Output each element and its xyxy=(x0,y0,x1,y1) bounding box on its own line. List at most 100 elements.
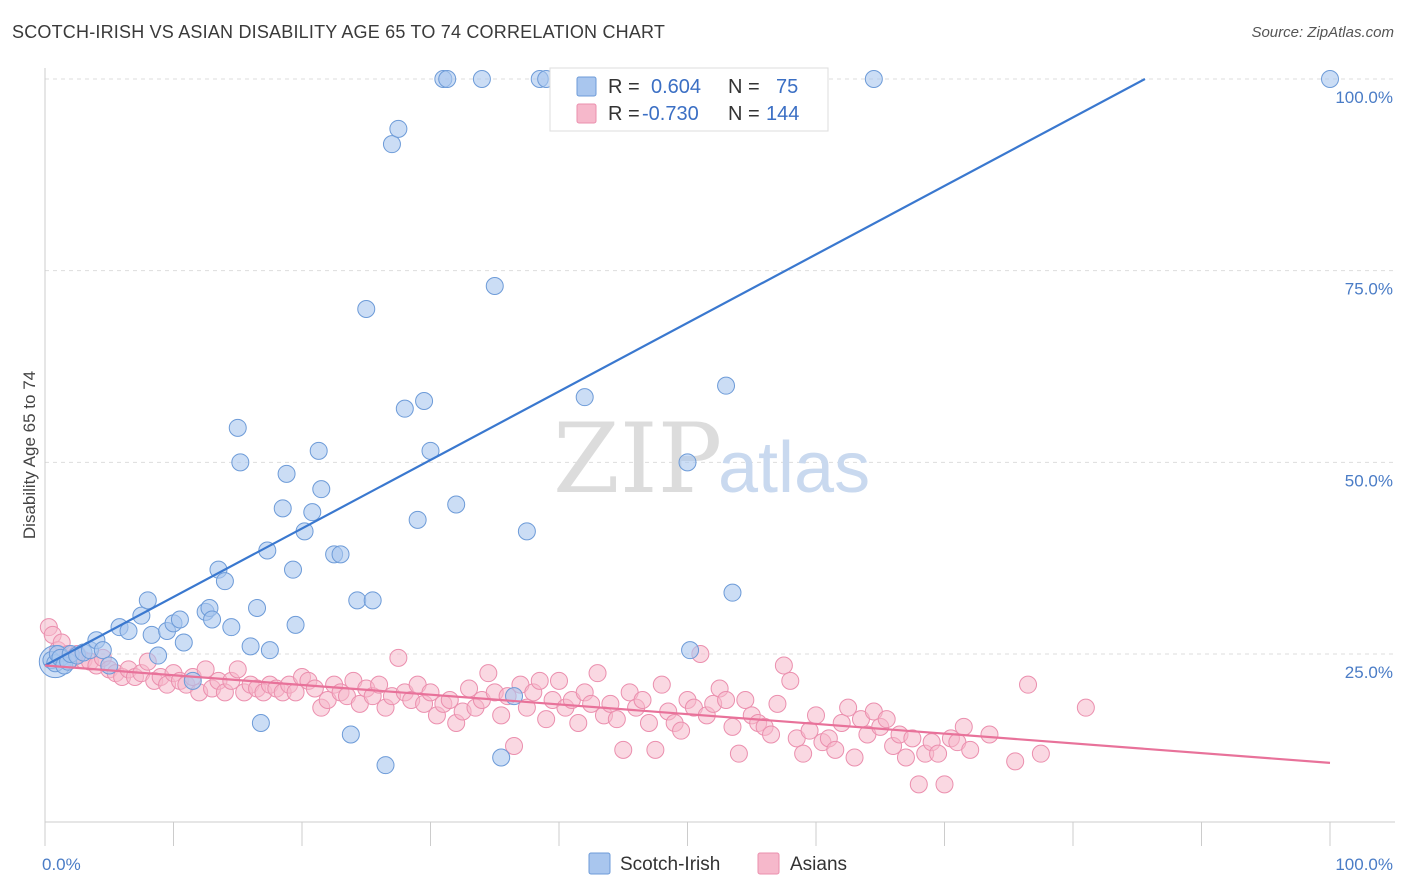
asians-point xyxy=(492,706,511,725)
scotch-irish-point xyxy=(363,591,382,610)
asians-point xyxy=(909,775,928,794)
asians-point xyxy=(781,671,800,690)
scotch-irish-point xyxy=(348,591,367,610)
legend-box: R = 0.604 N = 75 R = -0.730 N = 144 xyxy=(549,67,829,132)
scotch-irish-point xyxy=(222,618,241,637)
legend-n-value-2: 144 xyxy=(766,103,799,125)
asians-point xyxy=(961,740,980,759)
scotch-irish-point xyxy=(119,622,138,640)
scotch-irish-point xyxy=(415,392,434,410)
asians-point xyxy=(980,725,999,744)
bottom-legend: Scotch-Irish Asians xyxy=(588,852,847,875)
bottom-legend-swatch-asians xyxy=(757,852,780,875)
asians-point xyxy=(614,740,633,759)
asians-point xyxy=(479,664,498,683)
x-tick-label: 0.0% xyxy=(42,855,81,874)
scotch-irish-point xyxy=(93,641,112,660)
scotch-irish-point xyxy=(492,748,511,767)
asians-point xyxy=(421,683,440,702)
asians-point xyxy=(389,648,408,667)
legend-n-label-1: N = xyxy=(728,76,760,98)
scotch-irish-point xyxy=(174,633,193,652)
asians-point xyxy=(588,664,607,683)
bottom-legend-label-scotch-irish: Scotch-Irish xyxy=(620,854,720,875)
asians-point xyxy=(877,710,896,729)
scotch-irish-point xyxy=(717,376,736,395)
trendline-scotch-irish xyxy=(44,78,1146,667)
asians-point xyxy=(723,717,742,736)
scotch-irish-point xyxy=(260,641,279,660)
asians-point xyxy=(228,660,247,679)
asians-point xyxy=(505,737,524,755)
scotch-irish-point xyxy=(341,725,360,744)
legend-swatch-scotch-irish xyxy=(576,76,597,97)
scotch-irish-point xyxy=(357,300,376,318)
scotch-irish-point xyxy=(389,119,408,138)
asians-point xyxy=(1031,744,1050,763)
asians-point xyxy=(550,671,568,690)
bottom-legend-label-asians: Asians xyxy=(790,854,847,875)
series-asians xyxy=(39,618,1095,794)
asians-point xyxy=(646,740,665,759)
asians-point xyxy=(370,675,389,694)
scotch-irish-point xyxy=(248,599,267,617)
scotch-irish-point xyxy=(1321,70,1339,88)
scotch-irish-point xyxy=(241,637,260,656)
scotch-irish-point xyxy=(251,714,270,732)
asians-point xyxy=(1019,675,1038,694)
asians-point xyxy=(717,691,736,709)
asians-point xyxy=(537,710,556,729)
asians-point xyxy=(896,748,915,767)
asians-point xyxy=(832,714,851,732)
asians-point xyxy=(762,725,781,744)
legend-n-value-1: 75 xyxy=(776,76,798,98)
asians-point xyxy=(800,721,819,740)
y-tick-label: 75.0% xyxy=(1345,280,1393,299)
asians-point xyxy=(633,691,652,709)
scotch-irish-point xyxy=(678,453,697,472)
asians-point xyxy=(530,671,549,690)
scotch-irish-point xyxy=(203,610,222,629)
scotch-irish-point xyxy=(485,277,504,295)
asians-point xyxy=(672,721,691,740)
asians-point xyxy=(607,710,626,729)
y-tick-label: 100.0% xyxy=(1335,88,1393,107)
asians-point xyxy=(569,714,588,732)
chart-title: SCOTCH-IRISH VS ASIAN DISABILITY AGE 65 … xyxy=(12,22,666,42)
asians-point xyxy=(1076,698,1095,717)
x-tick-label: 100.0% xyxy=(1335,855,1393,874)
asians-point xyxy=(807,706,825,725)
asians-point xyxy=(929,744,948,763)
legend-r-label-2: R = xyxy=(608,103,640,125)
y-axis-label: Disability Age 65 to 74 xyxy=(20,371,39,539)
watermark-atlas: atlas xyxy=(718,428,870,508)
asians-point xyxy=(1006,752,1025,771)
scotch-irish-point xyxy=(575,388,594,407)
scotch-irish-point xyxy=(284,560,303,579)
scotch-irish-point xyxy=(382,135,401,154)
scotch-irish-point xyxy=(303,503,322,522)
asians-point xyxy=(845,748,864,767)
asians-point xyxy=(652,675,671,694)
asians-point xyxy=(305,679,324,698)
trendlines xyxy=(44,78,1331,764)
tick-labels: 25.0% 50.0% 75.0% 100.0% 0.0% 100.0% xyxy=(42,88,1393,874)
asians-point xyxy=(839,698,858,717)
axes xyxy=(44,68,1395,846)
scotch-irish-point xyxy=(681,641,700,660)
scotch-irish-point xyxy=(376,756,395,775)
scotch-irish-point xyxy=(228,418,247,437)
scotch-irish-point xyxy=(277,464,296,483)
scotch-irish-point xyxy=(438,70,457,88)
legend-r-value-1: 0.604 xyxy=(651,76,701,98)
scotch-irish-point xyxy=(183,671,202,690)
scotch-irish-point xyxy=(723,583,742,602)
asians-point xyxy=(935,775,954,794)
scotch-irish-point xyxy=(447,495,466,514)
watermark: ZIP atlas xyxy=(553,403,870,515)
asians-point xyxy=(729,744,748,763)
asians-point xyxy=(736,691,755,709)
trendline-asians xyxy=(44,664,1331,764)
scotch-irish-point xyxy=(273,499,292,518)
